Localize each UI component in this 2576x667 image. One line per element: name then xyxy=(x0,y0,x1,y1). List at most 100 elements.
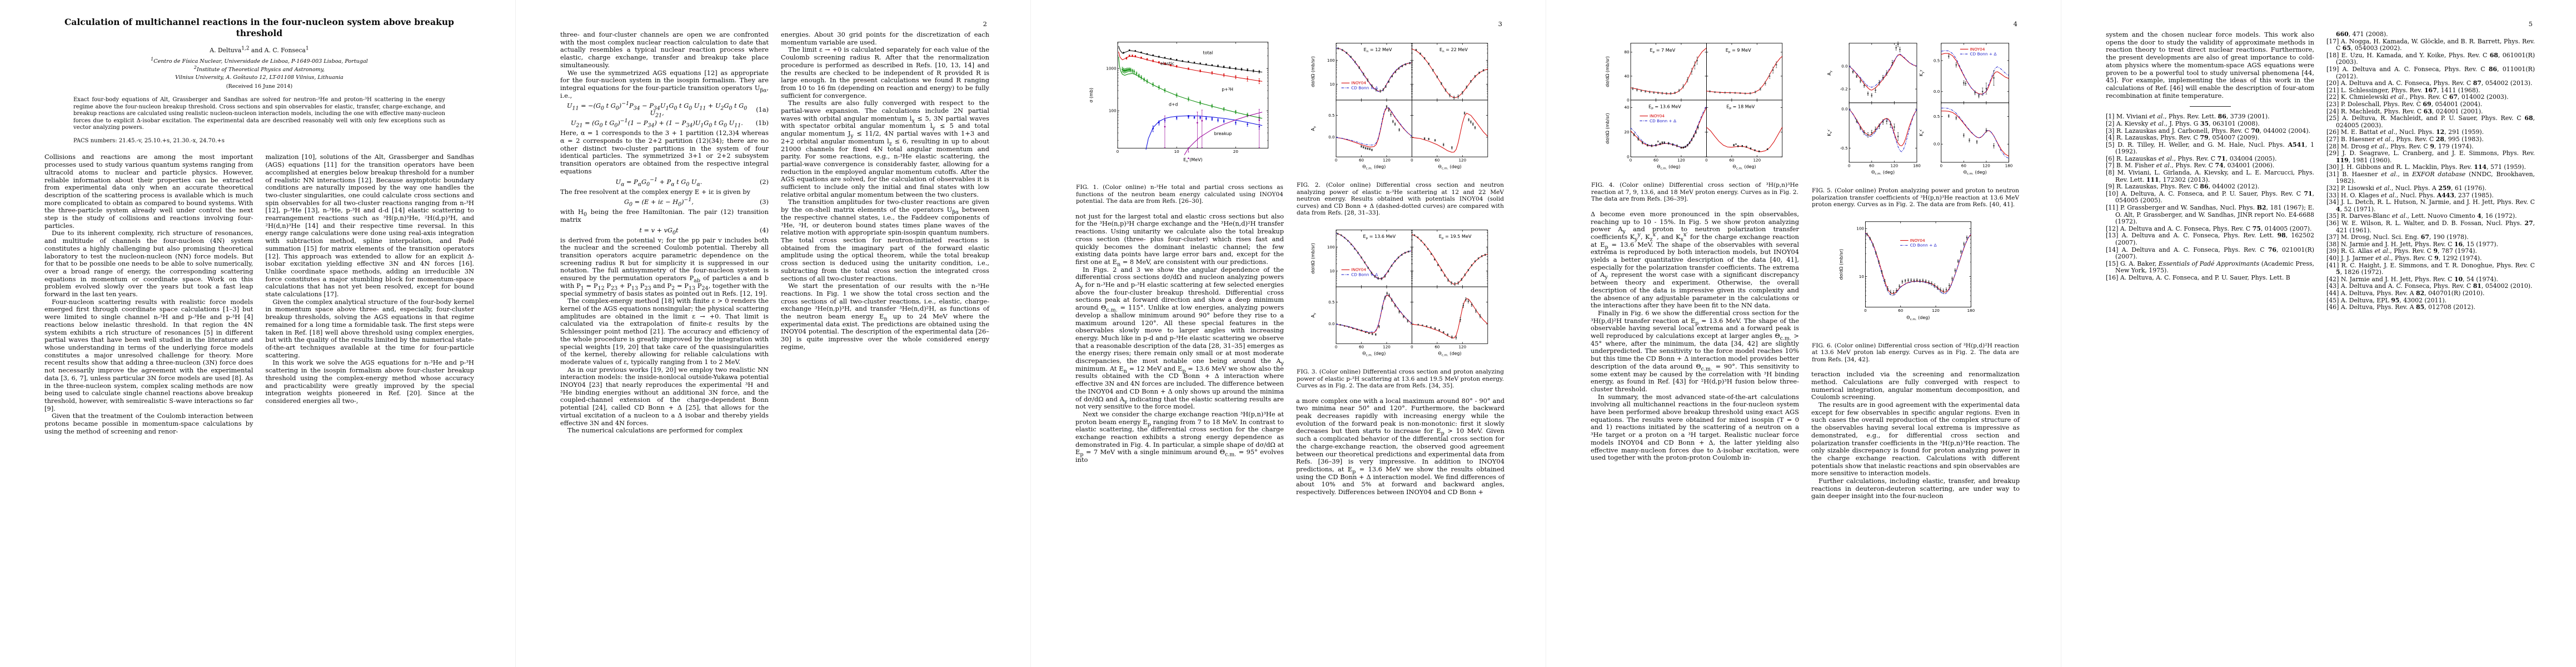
reference-item: [30] J. H. Gibbons and R. L. Macklin, Ph… xyxy=(2326,163,2526,171)
svg-text:dσ/dΩ (mb/sr): dσ/dΩ (mb/sr) xyxy=(1839,248,1844,280)
svg-text:0: 0 xyxy=(1705,158,1708,163)
svg-text:120: 120 xyxy=(1458,158,1466,163)
equation-body: U11 = −(G0 t G0)−1P34 − P34U1G0 t G0 U11… xyxy=(566,101,748,119)
reference-item: [34] J. L. Detch, R. L. Hutson, N. Jarmi… xyxy=(2326,198,2535,213)
reference-label: [16] xyxy=(2106,273,2120,281)
svg-text:60: 60 xyxy=(1434,344,1440,349)
figure-fig4: 0 40 80 Ep = 7 MeV dσ/dΩ (mb/sr) Ep = 9 MeV 0 6… xyxy=(1591,38,1799,180)
paragraph: Given the complex analytical structure o… xyxy=(265,297,475,359)
page-number: 3 xyxy=(1498,20,1502,28)
reference-item: [10] A. Deltuva, A. C. Fonseca, and P. U… xyxy=(2106,190,2314,205)
figure-caption: FIG. 4. (Color online) Differential cros… xyxy=(1591,182,1798,203)
equation-body: G0 = (E + iε − H0)−1, xyxy=(624,197,694,208)
reference-label: [26] xyxy=(2326,128,2341,136)
svg-text:40: 40 xyxy=(1624,73,1630,78)
svg-text:Θc.m. (deg): Θc.m. (deg) xyxy=(1362,165,1386,171)
paragraph: Further calculations, including elastic,… xyxy=(1811,477,2020,500)
column: 0 10 20 100 1000 total elastic p+3H d+d breakup En… xyxy=(1075,31,1284,496)
svg-text:d+d: d+d xyxy=(1169,102,1178,107)
reference-item: [6] R. Lazauskas et al., Phys. Rev. C 71… xyxy=(2106,155,2277,162)
svg-text:Ay: Ay xyxy=(1311,126,1317,131)
paragraph: The free resolvent at the complex energy… xyxy=(560,187,751,196)
reference-label: [35] xyxy=(2326,212,2341,220)
svg-text:σ (mb): σ (mb) xyxy=(1089,88,1094,103)
svg-text:Kyy: Kyy xyxy=(1919,69,1925,77)
reference-label: [20] xyxy=(2326,79,2341,87)
svg-text:60: 60 xyxy=(1898,307,1904,312)
figure-fig5: -0.2 0.0 Ay 0.0 0.5 INOY04 CD Bonn + Δ Kyy 0 60 12… xyxy=(1811,38,2020,185)
svg-text:CD Bonn + Δ: CD Bonn + Δ xyxy=(1970,52,1996,57)
equation: U21 = (G0 t G0)−1(1 − P34) + (1 − P34)U1… xyxy=(560,118,769,129)
svg-text:100: 100 xyxy=(1327,58,1335,63)
reference-label: [29] xyxy=(2326,150,2343,157)
reference-label: [3] xyxy=(2106,127,2116,135)
figure-caption: FIG. 1. (Color online) n-³He total and p… xyxy=(1076,184,1283,205)
reference-label: [37] xyxy=(2326,233,2341,241)
paragraph: Given that the treatment of the Coulomb … xyxy=(44,412,253,435)
reference-label: [1] xyxy=(2106,113,2116,121)
reference-item: [22] K. Chmielewski et al., Phys. Rev. C… xyxy=(2326,93,2509,101)
reference-label: [12] xyxy=(2106,225,2120,232)
reference-label: [8] xyxy=(2106,169,2117,177)
reference-item: [18] E. Uzu, H. Kamada, and Y. Koike, Ph… xyxy=(2326,51,2535,66)
reference-label: [45] xyxy=(2326,296,2341,304)
svg-text:Kxx′: Kxx′ xyxy=(1919,128,1925,136)
svg-text:INOY04: INOY04 xyxy=(1970,47,1985,52)
paragraph: energies. About 30 grid points for the d… xyxy=(781,31,989,46)
svg-text:10: 10 xyxy=(1329,82,1335,87)
svg-text:0: 0 xyxy=(1335,344,1338,349)
reference-label: [39] xyxy=(2326,247,2341,255)
reference-item: [24] R. Machleidt, Phys. Rev. C 63, 0240… xyxy=(2326,107,2483,115)
svg-text:180: 180 xyxy=(1967,307,1975,312)
paragraph: We start the presentation of our results… xyxy=(781,282,989,351)
page-number: 2 xyxy=(983,20,987,28)
reference-item: [36] W. E. Wilson, R. L. Walter, and D. … xyxy=(2326,220,2535,234)
svg-text:100: 100 xyxy=(1856,226,1864,231)
page-3: 3 0 10 20 100 1000 total elastic p+3H d+d breakup… xyxy=(1030,0,1546,667)
references-separator xyxy=(2189,106,2231,107)
reference-item: [33] H. O. Klages et al., Nucl. Phys. A4… xyxy=(2326,191,2494,199)
svg-text:60: 60 xyxy=(1869,163,1875,168)
svg-text:0: 0 xyxy=(1411,344,1413,349)
svg-text:100: 100 xyxy=(1327,245,1335,250)
equation: t = v + vG0t (4) xyxy=(560,227,769,235)
reference-item: [25] A. Deltuva, R. Machleidt, and P. U.… xyxy=(2326,115,2535,129)
svg-text:p+3H: p+3H xyxy=(1222,87,1233,92)
reference-item: [29] J. D. Seagrave, L. Cranberg, and J.… xyxy=(2326,150,2535,164)
reference-label: [46] xyxy=(2326,303,2341,311)
equation-body: U21 = (G0 t G0)−1(1 − P34) + (1 − P34)U1… xyxy=(570,118,743,129)
svg-text:Θc.m. (deg): Θc.m. (deg) xyxy=(1871,170,1895,176)
reference-item: [28] M. Drosg et al., Phys. Rev. C 9, 17… xyxy=(2326,142,2474,150)
svg-text:20: 20 xyxy=(1233,149,1239,154)
chart-fig1: 0 10 20 100 1000 total elastic p+3H d+d breakup En… xyxy=(1089,42,1269,163)
page-number: 4 xyxy=(2013,20,2017,28)
reference-label: [25] xyxy=(2326,115,2343,122)
svg-text:60: 60 xyxy=(1434,158,1440,163)
reference-item: [17] A. Nogga, H. Kamada, W. Glöckle, an… xyxy=(2326,37,2535,52)
svg-text:0.0: 0.0 xyxy=(1328,135,1335,140)
equation-number: (3) xyxy=(759,198,769,206)
svg-text:0: 0 xyxy=(1335,158,1338,163)
paragraph: malization [10], solutions of the Alt, G… xyxy=(265,153,475,298)
reference-item: 660, 471 (2008). xyxy=(2336,31,2388,38)
reference-item: [16] A. Deltuva, A. C. Fonseca, and P. U… xyxy=(2106,273,2290,281)
svg-text:60: 60 xyxy=(1729,158,1735,163)
reference-label: [40] xyxy=(2326,255,2341,262)
paragraph: a more complex one with a local maximum … xyxy=(1296,396,1504,496)
svg-text:0.5: 0.5 xyxy=(1328,113,1334,118)
svg-text:Θc.m. (deg): Θc.m. (deg) xyxy=(1733,165,1756,171)
equation: Uα = PαG0−1 + Pα t G0 Uα. (2) xyxy=(560,177,769,187)
paper-title: Calculation of multichannel reactions in… xyxy=(64,17,455,39)
reference-item: [21] L. Schlessinger, Phys. Rev. 167, 14… xyxy=(2326,86,2480,94)
figure-fig3: 10 100 Ep = 13.6 MeV INOY04 CD Bonn + Δ dσ/dΩ… xyxy=(1296,225,1504,366)
svg-text:120: 120 xyxy=(1383,158,1391,163)
svg-text:Θc.m. (deg): Θc.m. (deg) xyxy=(1657,165,1680,171)
svg-text:CD Bonn + Δ: CD Bonn + Δ xyxy=(1351,85,1378,90)
paragraph: In Figs. 2 and 3 we show the angular dep… xyxy=(1075,265,1284,411)
svg-text:En = 22 MeV: En = 22 MeV xyxy=(1439,47,1468,53)
svg-text:0.5: 0.5 xyxy=(1934,58,1940,63)
figure-fig2: 10 100 En = 12 MeV INOY04 CD Bonn + Δ dσ/dΩ (… xyxy=(1296,38,1504,180)
svg-text:CD Bonn + Δ: CD Bonn + Δ xyxy=(1910,242,1937,247)
reference-label: [18] xyxy=(2326,51,2341,59)
page-5: 5 system and the chosen nuclear force mo… xyxy=(2061,0,2576,667)
